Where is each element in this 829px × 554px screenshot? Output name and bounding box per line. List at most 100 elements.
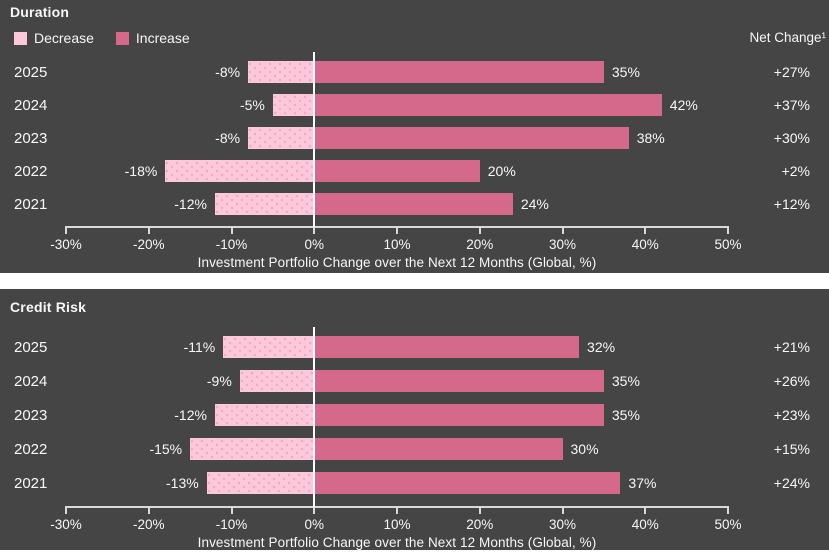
axis-tick-label: 40% — [631, 237, 659, 252]
chart-row: 2025 -8% 35% +27% — [0, 61, 829, 83]
net-change-value: +30% — [773, 130, 810, 146]
axis-spacer — [728, 514, 829, 532]
credit-risk-header: Credit Risk — [0, 299, 829, 316]
x-axis-caption: Investment Portfolio Change over the Nex… — [197, 535, 597, 550]
decrease-value-label: -8% — [215, 64, 241, 80]
duration-chart-body: 2025 -8% 35% +27% 2024 -5% 42% +37% 2023 -8% 38% +3… — [0, 52, 829, 234]
legend-decrease-label: Decrease — [34, 30, 94, 46]
net-change-value: +15% — [773, 441, 810, 457]
row-plot: -8% 38% — [66, 127, 728, 149]
duration-rows: 2025 -8% 35% +27% 2024 -5% 42% +37% 2023 -8% 38% +3… — [0, 61, 829, 215]
chart-row: 2022 -15% 30% +15% — [0, 438, 829, 460]
x-axis — [65, 226, 729, 234]
decrease-bar — [214, 193, 315, 215]
axis-tick-label: 40% — [631, 517, 659, 532]
decrease-swatch-icon — [14, 31, 27, 45]
increase-bar — [314, 336, 580, 358]
credit-risk-rows: 2025 -11% 32% +21% 2024 -9% 35% +26% 2023 -12% 35%… — [0, 336, 829, 494]
decrease-bar — [248, 61, 315, 83]
net-change-column-header: Net Change¹ — [749, 30, 826, 45]
increase-swatch-icon — [115, 31, 129, 45]
net-change-value: +2% — [781, 163, 810, 179]
row-plot: -5% 42% — [66, 94, 728, 116]
axis-tick-label: 30% — [548, 237, 577, 252]
increase-value-label: 35% — [611, 407, 640, 423]
axis-tick — [478, 226, 481, 234]
duration-header-left: Duration Decrease Increase — [10, 4, 190, 46]
chart-row: 2023 -12% 35% +23% — [0, 404, 829, 426]
axis-tick-label: 50% — [714, 517, 742, 532]
axis-tick — [313, 506, 316, 514]
chart-row: 2021 -13% 37% +24% — [0, 472, 829, 494]
axis-tick — [65, 506, 67, 514]
decrease-bar — [248, 127, 315, 149]
increase-value-label: 37% — [628, 475, 657, 491]
increase-value-label: 20% — [487, 163, 516, 179]
increase-bar — [314, 472, 621, 494]
x-axis-tick-labels: -30% -20% -10% 0% 10% 20% 30% 40% 50% — [50, 514, 741, 532]
axis-tick — [147, 226, 150, 234]
duration-chart-panel: Duration Decrease Increase Net Change¹ 2… — [0, 0, 829, 273]
year-label: 2022 — [14, 440, 48, 458]
axis-spacer — [728, 506, 829, 514]
credit-risk-chart-body: 2025 -11% 32% +21% 2024 -9% 35% +26% 2023 -12% 35%… — [0, 327, 829, 514]
chart-title-credit-risk: Credit Risk — [10, 299, 87, 315]
legend-item-increase: Increase — [115, 30, 190, 46]
axis-tick — [396, 226, 398, 234]
x-axis-caption: Investment Portfolio Change over the Nex… — [197, 255, 597, 270]
axis-tick-label: -10% — [215, 517, 248, 532]
axis-tick — [147, 506, 150, 514]
chart-row: 2024 -5% 42% +37% — [0, 94, 829, 116]
axis-spacer — [728, 234, 829, 252]
axis-tick — [230, 506, 233, 514]
axis-tick-label: 0% — [304, 517, 325, 532]
net-change-value: +26% — [773, 373, 810, 389]
axis-tick-label: 30% — [548, 517, 577, 532]
year-label: 2024 — [14, 96, 48, 114]
decrease-value-label: -13% — [166, 475, 199, 491]
increase-value-label: 38% — [636, 130, 665, 146]
year-label: 2021 — [14, 195, 48, 213]
chart-title-duration: Duration — [10, 4, 70, 20]
axis-tick — [230, 226, 233, 234]
net-change-value: +21% — [773, 339, 810, 355]
year-label: 2023 — [14, 406, 48, 424]
chart-row: 2023 -8% 38% +30% — [0, 127, 829, 149]
axis-tick-label: -30% — [50, 237, 82, 252]
decrease-value-label: -11% — [183, 339, 216, 355]
net-change-value: +27% — [773, 64, 810, 80]
year-label: 2025 — [14, 63, 48, 81]
duration-axis-row — [0, 226, 829, 234]
net-change-value: +12% — [773, 196, 810, 212]
increase-bar — [314, 193, 513, 215]
increase-value-label: 35% — [611, 64, 640, 80]
axis-tick-label: 50% — [714, 237, 742, 252]
year-label: 2025 — [14, 338, 48, 356]
decrease-value-label: -5% — [239, 97, 265, 113]
chart-row: 2021 -12% 24% +12% — [0, 193, 829, 215]
axis-tick-label: -30% — [50, 517, 82, 532]
row-plot: -15% 30% — [66, 438, 728, 460]
axis-tick — [478, 506, 481, 514]
axis-tick-label: -20% — [132, 517, 165, 532]
axis-spacer — [728, 226, 829, 234]
chart-row: 2024 -9% 35% +26% — [0, 370, 829, 392]
duration-tick-labels-row: -30% -20% -10% 0% 10% 20% 30% 40% 50% — [0, 234, 829, 252]
increase-value-label: 30% — [570, 441, 599, 457]
axis-spacer — [0, 506, 66, 514]
bottom-white-strip — [0, 550, 829, 554]
decrease-value-label: -18% — [124, 163, 158, 179]
decrease-value-label: -8% — [215, 130, 241, 146]
increase-value-label: 35% — [611, 373, 640, 389]
axis-tick-label: 20% — [466, 517, 494, 532]
chart-row: 2022 -18% 20% +2% — [0, 160, 829, 182]
increase-value-label: 42% — [669, 97, 698, 113]
axis-tick-label: 0% — [304, 237, 325, 252]
increase-bar — [314, 160, 480, 182]
axis-spacer — [0, 226, 66, 234]
decrease-bar — [190, 438, 315, 460]
increase-bar — [314, 370, 604, 392]
year-label: 2024 — [14, 372, 48, 390]
increase-bar — [314, 127, 629, 149]
decrease-bar — [239, 370, 315, 392]
